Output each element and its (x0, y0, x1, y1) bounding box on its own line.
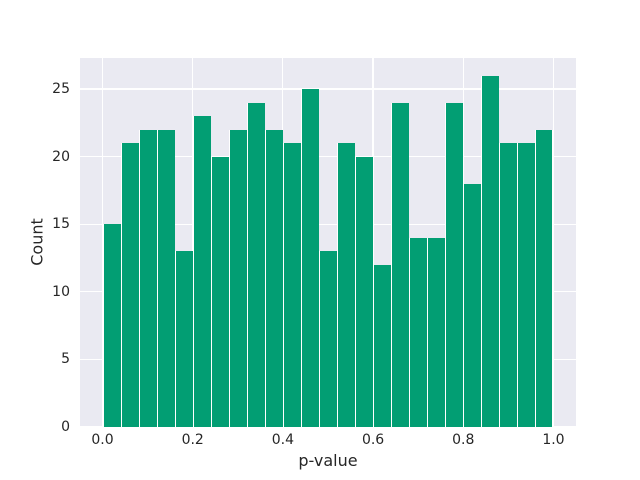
horizontal-gridline (80, 88, 576, 90)
histogram-bar (246, 102, 265, 427)
y-tick-label: 25 (52, 81, 70, 98)
x-tick-label: 0.8 (452, 432, 475, 448)
histogram-bar (391, 102, 410, 427)
y-axis-label: Count (27, 218, 47, 266)
histogram-bar (499, 143, 518, 427)
histogram-bar (120, 143, 139, 427)
histogram-bar (228, 129, 247, 427)
histogram-bar (156, 129, 175, 427)
horizontal-gridline (80, 156, 576, 158)
histogram-bar (264, 129, 283, 427)
histogram-bar (517, 143, 536, 427)
vertical-gridline (552, 58, 555, 427)
y-tick-label: 0 (61, 419, 70, 435)
histogram-bar (300, 89, 319, 427)
vertical-gridline (372, 58, 374, 427)
x-tick-label: 1.0 (542, 432, 565, 448)
histogram-bar (427, 237, 446, 427)
histogram-bar (481, 75, 500, 427)
histogram-bar (337, 143, 356, 427)
x-tick-label: 0.0 (91, 432, 114, 448)
y-tick-label: 20 (52, 148, 70, 165)
x-tick-label: 0.4 (271, 432, 295, 448)
histogram-bar (409, 237, 428, 427)
histogram-bar (535, 129, 554, 427)
histogram-bar (102, 224, 121, 427)
histogram-bar (445, 102, 464, 427)
horizontal-gridline (80, 223, 576, 225)
y-tick-label: 15 (52, 216, 70, 233)
histogram-bar (210, 156, 229, 427)
histogram-bar (192, 116, 211, 427)
y-tick-label: 10 (52, 283, 70, 300)
histogram-bar (355, 156, 374, 427)
histogram-bar (138, 129, 157, 427)
y-tick-label: 5 (61, 351, 70, 368)
vertical-gridline (282, 58, 284, 427)
histogram-bar (373, 264, 392, 427)
histogram-bar (174, 251, 193, 427)
x-tick-label: 0.2 (181, 432, 204, 448)
x-tick-label: 0.6 (361, 432, 385, 448)
histogram-bar (463, 183, 482, 427)
histogram-bar (282, 143, 301, 427)
plot-area (80, 58, 576, 428)
histogram-bar (318, 251, 337, 427)
x-axis-label: p-value (298, 451, 358, 470)
